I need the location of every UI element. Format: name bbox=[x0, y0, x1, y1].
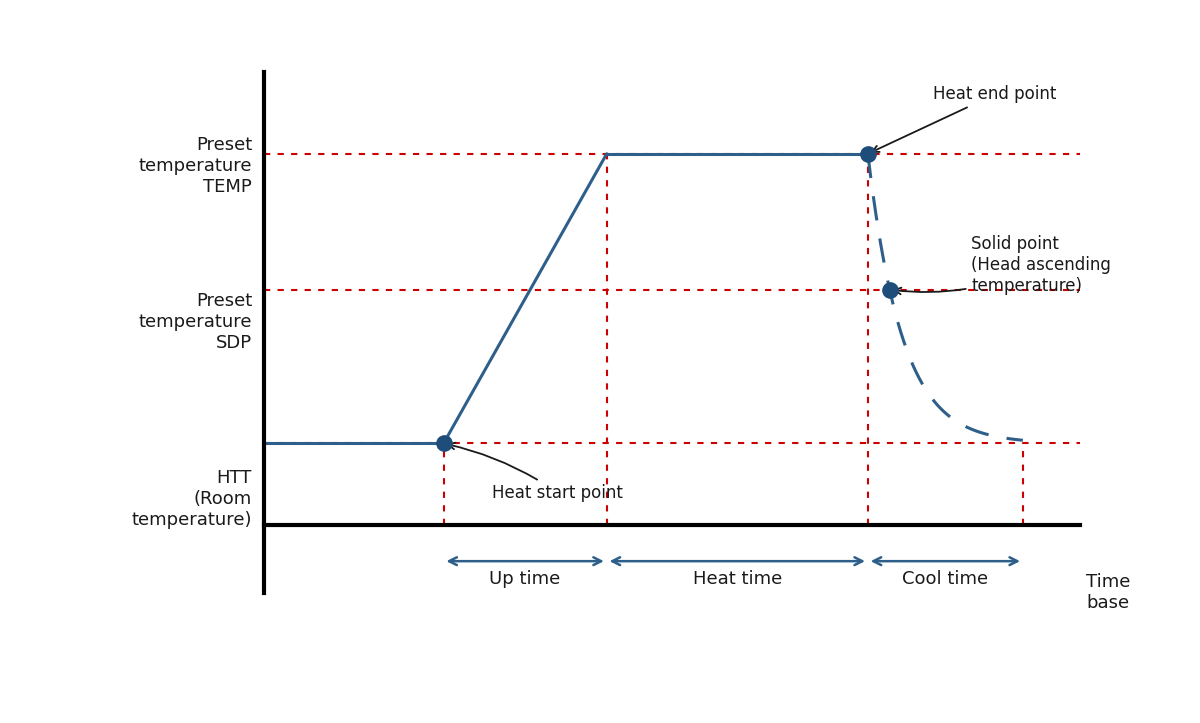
Text: Heat start point: Heat start point bbox=[449, 442, 623, 502]
Text: Cool time: Cool time bbox=[902, 570, 989, 589]
Text: Heat time: Heat time bbox=[692, 570, 782, 589]
Text: Up time: Up time bbox=[490, 570, 560, 589]
Text: Time
base: Time base bbox=[1086, 573, 1130, 612]
Text: Solid point
(Head ascending
temperature): Solid point (Head ascending temperature) bbox=[894, 235, 1111, 295]
Text: Preset
temperature
SDP: Preset temperature SDP bbox=[138, 292, 252, 352]
Text: HTT
(Room
temperature): HTT (Room temperature) bbox=[132, 469, 252, 529]
Text: Heat end point: Heat end point bbox=[872, 85, 1056, 152]
Text: Preset
temperature
TEMP: Preset temperature TEMP bbox=[138, 136, 252, 196]
